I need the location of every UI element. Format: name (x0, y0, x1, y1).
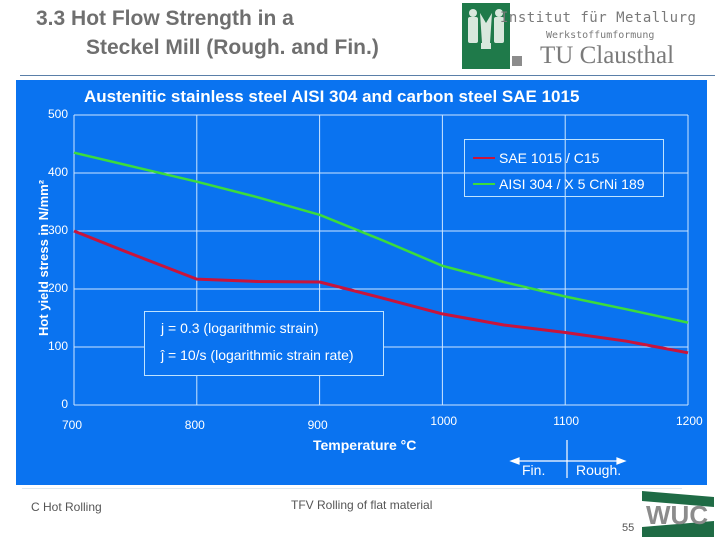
y-tick-label: 0 (61, 397, 68, 411)
strain-rate-annotation: ĵ = 10/s (logarithmic strain rate) (161, 347, 354, 363)
institute-name: Institut für Metallurg (500, 10, 697, 26)
series-line-aisi304 (73, 151, 689, 324)
footer-divider (22, 488, 682, 489)
svg-text:WUC: WUC (646, 500, 708, 530)
university-crest-icon (462, 3, 510, 69)
legend-swatch-red (473, 157, 495, 159)
finishing-label: Fin. (522, 462, 546, 478)
university-name: TU Clausthal (540, 42, 675, 69)
strain-annotation-box: j = 0.3 (logarithmic strain) ĵ = 10/s (l… (144, 311, 384, 376)
legend-item-sae1015: SAE 1015 / C15 (473, 148, 599, 168)
header-divider (20, 75, 715, 76)
slide-title-line1: 3.3 Hot Flow Strength in a (36, 7, 294, 30)
x-tick-label: 800 (184, 418, 205, 432)
strain-annotation: j = 0.3 (logarithmic strain) (161, 320, 319, 336)
x-tick-label: 1200 (676, 414, 703, 428)
page-number: 55 (622, 522, 635, 534)
institute-department: Werkstoffumformung (546, 30, 655, 41)
y-axis-label: Hot yield stress in N/mm² (36, 179, 51, 336)
roughing-label: Rough. (576, 462, 622, 478)
slide-title: 3.3 Hot Flow Strength in a Steckel Mill … (36, 4, 379, 62)
chart-panel (16, 80, 707, 485)
footer-course-name: C Hot Rolling (31, 500, 102, 514)
series-line-sae1015 (73, 229, 689, 355)
legend-swatch-green (473, 183, 495, 185)
y-tick-label: 400 (47, 165, 68, 179)
y-tick-label: 500 (47, 107, 68, 121)
x-tick-label: 900 (307, 418, 328, 432)
x-tick-label: 1100 (553, 414, 579, 428)
y-tick-label: 300 (47, 223, 68, 237)
legend-item-aisi304: AISI 304 / X 5 CrNi 189 (473, 174, 645, 194)
x-tick-label: 1000 (430, 414, 458, 428)
footer-topic: TFV Rolling of flat material (291, 498, 433, 512)
y-tick-label: 100 (47, 339, 68, 353)
x-axis-label: Temperature °C (313, 437, 417, 453)
logo-accent-square (512, 56, 522, 66)
chart-title: Austenitic stainless steel AISI 304 and … (84, 87, 580, 106)
x-tick-label: 700 (62, 418, 83, 432)
wuc-logo-icon: WUC (642, 491, 714, 537)
slide-title-line2: Steckel Mill (Rough. and Fin.) (86, 36, 379, 59)
phase-divider-arrows (509, 440, 627, 478)
y-tick-label: 200 (47, 281, 68, 295)
chart-legend: SAE 1015 / C15 AISI 304 / X 5 CrNi 189 (464, 139, 664, 197)
